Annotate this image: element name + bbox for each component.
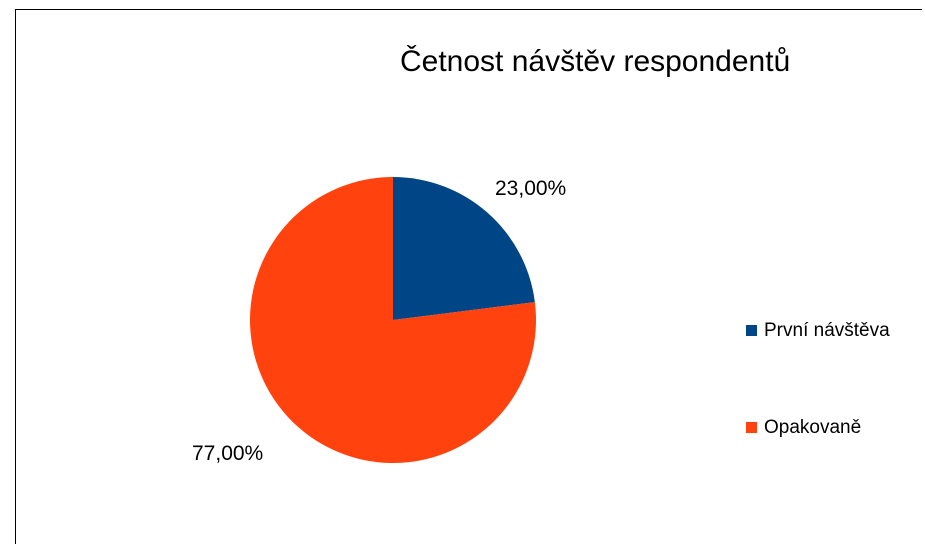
- data-label-repeat: 77,00%: [192, 442, 264, 465]
- pie-slice-first-visit: [393, 177, 535, 320]
- legend-item-repeat: Opakovaně: [746, 415, 862, 440]
- legend-item-first-visit: První návštěva: [746, 318, 890, 343]
- pie-slice-repeat: [249, 177, 536, 463]
- legend-label-first-visit: První návštěva: [764, 320, 890, 341]
- chart-title: Četnost návštěv respondentů: [400, 45, 791, 78]
- legend-label-repeat: Opakovaně: [764, 417, 862, 438]
- legend-swatch-first-visit: [746, 325, 757, 336]
- legend-swatch-repeat: [746, 422, 757, 433]
- data-label-first-visit: 23,00%: [495, 177, 567, 200]
